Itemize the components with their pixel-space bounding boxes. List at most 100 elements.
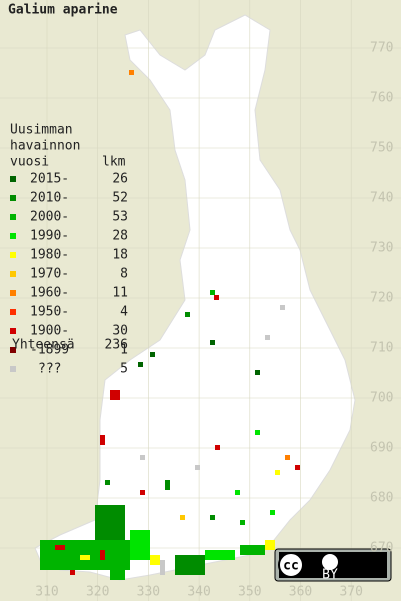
legend-swatch: [10, 233, 16, 239]
y-tick-label: 720: [370, 291, 393, 306]
square: [110, 570, 125, 580]
square: [235, 490, 240, 495]
square: [80, 555, 90, 560]
square: [140, 490, 145, 495]
square: [70, 570, 75, 575]
badge-label: BY: [322, 568, 338, 583]
legend-count: 28: [112, 229, 128, 244]
square: [195, 465, 200, 470]
square: [265, 540, 275, 550]
legend-swatch: [10, 309, 16, 315]
legend-label: 1990-: [30, 229, 69, 244]
square: [210, 515, 215, 520]
square: [138, 362, 143, 367]
square: [210, 340, 215, 345]
total-label: Yhteensä: [12, 338, 75, 353]
square: [175, 555, 205, 575]
square: [160, 560, 165, 575]
square: [240, 545, 265, 555]
legend-swatch: [10, 328, 16, 334]
x-tick-label: 370: [339, 585, 362, 600]
legend-label: 1970-: [30, 267, 69, 282]
square: [275, 470, 280, 475]
legend-heading: vuosi: [10, 155, 49, 170]
legend-label: ???: [38, 362, 61, 377]
legend-label: 1960-: [30, 286, 69, 301]
x-tick-label: 310: [35, 585, 58, 600]
legend-count: 4: [120, 305, 128, 320]
y-tick-label: 710: [370, 341, 393, 356]
legend-swatch: [10, 214, 16, 220]
square: [205, 550, 235, 560]
legend-count: 53: [112, 210, 128, 225]
legend-label: 1980-: [30, 248, 69, 263]
x-tick-label: 330: [137, 585, 160, 600]
square: [55, 545, 65, 550]
square: [130, 530, 150, 560]
square: [150, 352, 155, 357]
square: [215, 445, 220, 450]
legend-swatch: [10, 366, 16, 372]
y-tick-label: 730: [370, 241, 393, 256]
cc-badge: cc BY: [274, 548, 392, 583]
total-count: 236: [105, 338, 128, 353]
square: [295, 465, 300, 470]
square: [255, 430, 260, 435]
square: [185, 312, 190, 317]
x-tick-label: 350: [238, 585, 261, 600]
square: [165, 480, 170, 490]
square: [255, 370, 260, 375]
y-tick-label: 740: [370, 191, 393, 206]
legend-label: 1900-: [30, 324, 69, 339]
legend-count-heading: lkm: [102, 155, 126, 170]
legend-count: 8: [120, 267, 128, 282]
legend-count: 26: [112, 172, 128, 187]
legend-swatch: [10, 176, 16, 182]
square: [150, 555, 160, 565]
legend-count: 11: [112, 286, 128, 301]
legend-swatch: [10, 347, 16, 353]
square: [180, 515, 185, 520]
y-tick-label: 690: [370, 441, 393, 456]
square: [129, 70, 134, 75]
observation-squares: [40, 70, 300, 580]
y-tick-label: 680: [370, 491, 393, 506]
legend-count: 30: [112, 324, 128, 339]
square: [210, 290, 215, 295]
y-tick-label: 770: [370, 41, 393, 56]
square: [270, 510, 275, 515]
legend-heading: Uusimman: [10, 123, 73, 138]
legend-label: 2015-: [30, 172, 69, 187]
svg-text:cc: cc: [283, 559, 299, 574]
y-tick-label: 750: [370, 141, 393, 156]
square: [265, 335, 270, 340]
square: [100, 435, 105, 445]
square: [110, 390, 120, 400]
legend-count: 52: [112, 191, 128, 206]
x-tick-label: 340: [187, 585, 210, 600]
x-tick-label: 320: [86, 585, 109, 600]
legend-swatch: [10, 290, 16, 296]
y-tick-label: 670: [370, 541, 393, 556]
square: [105, 480, 110, 485]
legend-count: 18: [112, 248, 128, 263]
square: [95, 505, 125, 545]
legend-label: -1899: [30, 343, 69, 358]
y-tick-label: 760: [370, 91, 393, 106]
title: Galium aparine: [8, 3, 118, 18]
square: [140, 455, 145, 460]
legend-label: 2000-: [30, 210, 69, 225]
x-tick-label: 360: [289, 585, 312, 600]
square: [214, 295, 219, 300]
square: [100, 550, 105, 560]
legend-swatch: [10, 195, 16, 201]
legend-swatch: [10, 252, 16, 258]
legend-heading: havainnon: [10, 139, 80, 154]
legend-count: 1: [120, 343, 128, 358]
square: [285, 455, 290, 460]
legend-swatch: [10, 271, 16, 277]
legend-label: 1950-: [30, 305, 69, 320]
legend-count: 5: [120, 362, 128, 377]
